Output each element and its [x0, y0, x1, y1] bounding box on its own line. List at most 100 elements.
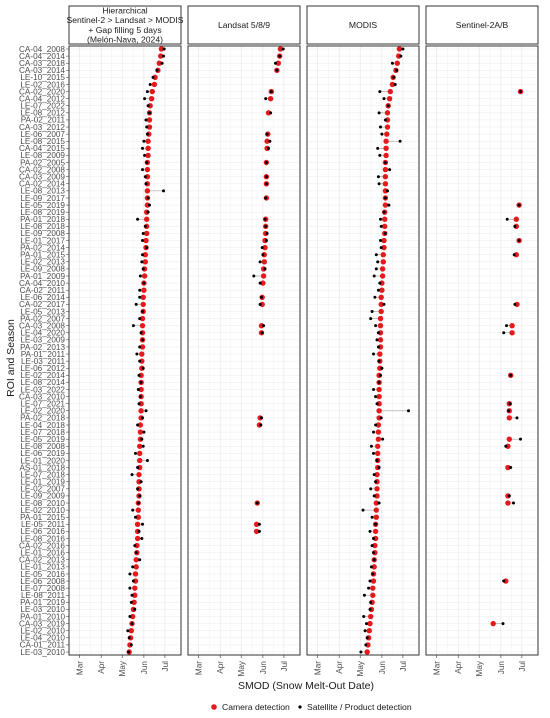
satellite-point	[281, 47, 285, 51]
satellite-point	[145, 161, 149, 165]
satellite-point	[129, 600, 133, 604]
camera-point	[144, 188, 151, 194]
legend-camera-label: Camera detection	[222, 702, 290, 712]
camera-point	[145, 138, 151, 144]
camera-point	[136, 479, 142, 485]
y-tick-label: LE-06_2014	[20, 293, 65, 302]
satellite-point	[512, 501, 515, 505]
panel-border	[187, 45, 301, 656]
y-tick-label: LE-08_2012	[20, 109, 65, 118]
camera-point	[132, 578, 139, 584]
y-tick-label: LE-07_2022	[20, 102, 65, 111]
points	[252, 46, 285, 535]
satellite-point	[138, 317, 142, 321]
x-tick-label: Jul	[518, 661, 527, 672]
camera-point	[143, 237, 149, 244]
satellite-point	[260, 246, 264, 250]
satellite-point	[377, 466, 381, 470]
camera-point	[378, 294, 384, 300]
satellite-point	[379, 416, 383, 420]
x-tick-label: May	[475, 660, 484, 676]
y-tick-label: LE-08_2008	[20, 442, 65, 451]
y-tick-label: CA-04_2010	[19, 279, 65, 288]
satellite-point	[374, 423, 378, 427]
camera-point	[375, 443, 381, 449]
facet-strip	[306, 5, 420, 45]
satellite-point	[260, 416, 263, 420]
camera-point	[381, 244, 387, 251]
satellite-point	[515, 416, 519, 420]
satellite-point	[136, 466, 140, 470]
x-tick-label: Jul	[399, 661, 408, 672]
satellite-point	[519, 90, 522, 94]
satellite-point	[136, 423, 140, 427]
satellite-point	[138, 345, 142, 349]
satellite-point	[372, 473, 376, 477]
satellite-point	[377, 501, 381, 505]
camera-point	[389, 81, 396, 88]
camera-point	[370, 592, 376, 598]
satellite-point	[377, 182, 381, 186]
camera-point	[138, 372, 144, 379]
camera-point	[383, 152, 389, 159]
satellite-point	[390, 61, 394, 65]
satellite-point	[133, 607, 137, 611]
satellite-point	[368, 607, 372, 611]
y-tick-label: LE-03_2011	[21, 357, 65, 366]
camera-point	[140, 294, 146, 300]
camera-point	[379, 280, 385, 286]
camera-point	[253, 528, 260, 535]
satellite-point	[257, 529, 261, 533]
satellite-point	[263, 217, 267, 221]
satellite-point	[377, 359, 381, 363]
camera-point	[373, 514, 379, 520]
satellite-point	[365, 622, 368, 626]
x-tick-label: Mar	[195, 661, 204, 675]
satellite-point	[128, 572, 132, 576]
y-tick-label: PA-01_2011	[21, 350, 66, 359]
y-tick-label: CA-04_2012	[19, 94, 65, 103]
camera-point	[372, 535, 379, 542]
satellite-point	[372, 352, 375, 356]
x-tick-label: Jun	[378, 661, 387, 675]
y-tick-label: LE-09_2008	[20, 265, 65, 274]
panel-background	[69, 46, 181, 655]
satellite-point	[509, 466, 513, 470]
satellite-point	[381, 437, 385, 441]
camera-point	[373, 500, 379, 506]
y-tick-label: PA-01_2009	[20, 272, 65, 281]
satellite-point	[376, 331, 380, 335]
camera-point	[258, 322, 265, 329]
satellite-point	[378, 153, 382, 157]
satellite-point	[131, 508, 135, 512]
satellite-point	[141, 231, 145, 235]
camera-point	[513, 216, 519, 222]
y-tick-label: LE-06_2008	[20, 577, 65, 586]
y-tick-label: CA-03_2009	[19, 172, 65, 181]
camera-point	[134, 535, 141, 542]
satellite-point	[362, 615, 366, 619]
satellite-point	[142, 139, 146, 143]
y-tick-label: CA-03_2019	[19, 619, 65, 628]
satellite-point	[138, 288, 142, 292]
y-tick-label: LE-05_2019	[20, 201, 65, 210]
satellite-point	[142, 281, 146, 285]
facet-panel: Landsat 5/8/9 Mar Apr May Jun Jul	[187, 5, 301, 676]
camera-point	[135, 514, 141, 520]
satellite-point	[508, 402, 512, 406]
satellite-point	[141, 309, 144, 313]
satellite-point	[148, 111, 151, 115]
facet-strip	[187, 5, 301, 45]
camera-point	[382, 216, 388, 222]
camera-point	[138, 386, 144, 393]
camera-point	[503, 578, 509, 584]
satellite-point	[264, 196, 268, 200]
camera-point	[259, 301, 265, 308]
satellite-point	[146, 210, 150, 214]
satellite-point	[372, 430, 375, 434]
facet-panel: Sentinel-2A/B Mar Apr May Jun Jul	[425, 5, 539, 676]
satellite-point	[141, 522, 144, 526]
y-tick-label: PA-01_2015	[20, 251, 65, 260]
camera-point	[364, 649, 370, 655]
camera-point	[376, 408, 382, 414]
